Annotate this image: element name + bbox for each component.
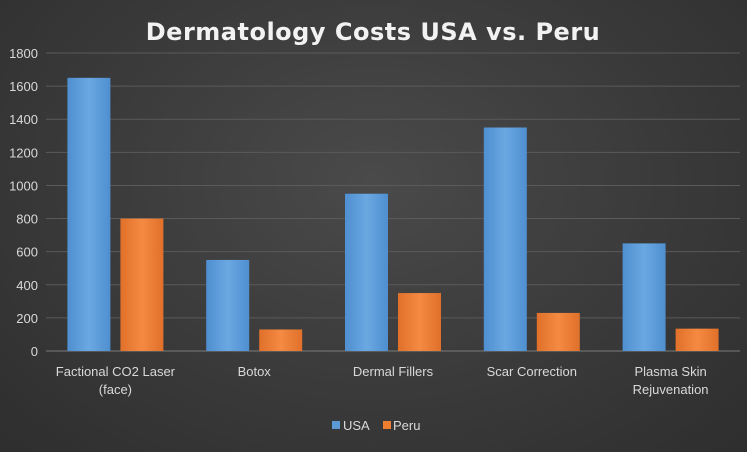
legend-swatch-peru	[383, 421, 391, 429]
y-tick-label: 1200	[9, 145, 38, 160]
bar-usa	[483, 127, 527, 351]
legend-label-usa: USA	[343, 418, 370, 433]
y-tick-label: 1400	[9, 112, 38, 127]
legend-swatch-usa	[332, 421, 340, 429]
x-category-label: Factional CO2 Laser	[56, 364, 176, 379]
bar-usa	[67, 77, 111, 351]
bar-peru	[120, 218, 164, 351]
y-tick-label: 1800	[9, 46, 38, 61]
y-tick-label: 1600	[9, 79, 38, 94]
x-category-label: Plasma Skin	[634, 364, 706, 379]
bar-usa	[345, 193, 388, 351]
legend-label-peru: Peru	[393, 418, 420, 433]
y-tick-label: 0	[31, 344, 38, 359]
x-axis-categories: Factional CO2 Laser (face) Botox Dermal Fil…	[56, 364, 709, 397]
x-category-label: Dermal Fillers	[353, 364, 434, 379]
y-tick-label: 800	[16, 212, 38, 227]
y-tick-label: 1000	[9, 178, 38, 193]
legend: USA Peru	[332, 418, 420, 433]
bar-peru	[675, 328, 719, 351]
y-tick-label: 200	[16, 311, 38, 326]
y-axis-ticks: 0 200 400 600 800 1000 1200 1400 1600 1800	[9, 46, 38, 359]
bar-peru	[536, 312, 580, 351]
x-category-label: Botox	[238, 364, 272, 379]
y-tick-label: 400	[16, 278, 38, 293]
x-category-label: Rejuvenation	[633, 382, 709, 397]
bar-peru	[259, 329, 303, 351]
bars	[67, 77, 719, 351]
bar-peru	[398, 293, 441, 351]
y-tick-label: 600	[16, 245, 38, 260]
chart-title: Dermatology Costs USA vs. Peru	[146, 18, 601, 46]
x-category-label: Scar Correction	[487, 364, 577, 379]
bar-usa	[206, 259, 250, 351]
x-category-label: (face)	[99, 382, 132, 397]
bar-usa	[622, 243, 666, 351]
